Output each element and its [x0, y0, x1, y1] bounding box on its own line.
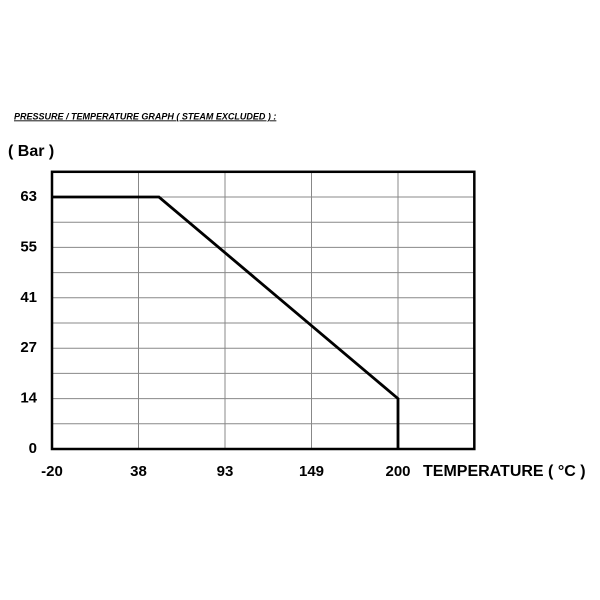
chart-title: PRESSURE / TEMPERATURE GRAPH ( STEAM EXC… [14, 111, 276, 121]
plot [52, 195, 400, 449]
x-axis-label: TEMPERATURE ( °C ) [423, 463, 586, 480]
x-tick-label: -20 [41, 463, 63, 480]
y-tick-label: 55 [20, 238, 37, 255]
y-axis-label: ( Bar ) [8, 143, 54, 160]
y-tick-label: 41 [20, 289, 37, 306]
x-tick-label: 38 [130, 463, 147, 480]
x-tick-label: 200 [385, 463, 410, 480]
x-tick-label: 149 [299, 463, 324, 480]
y-tick-label: 0 [29, 440, 37, 457]
data-line [52, 195, 400, 449]
plot-frame [50, 170, 476, 451]
x-tick-label: 93 [217, 463, 234, 480]
y-tick-label: 63 [20, 188, 37, 205]
y-tick-label: 14 [20, 390, 37, 407]
y-tick-label: 27 [20, 339, 37, 356]
